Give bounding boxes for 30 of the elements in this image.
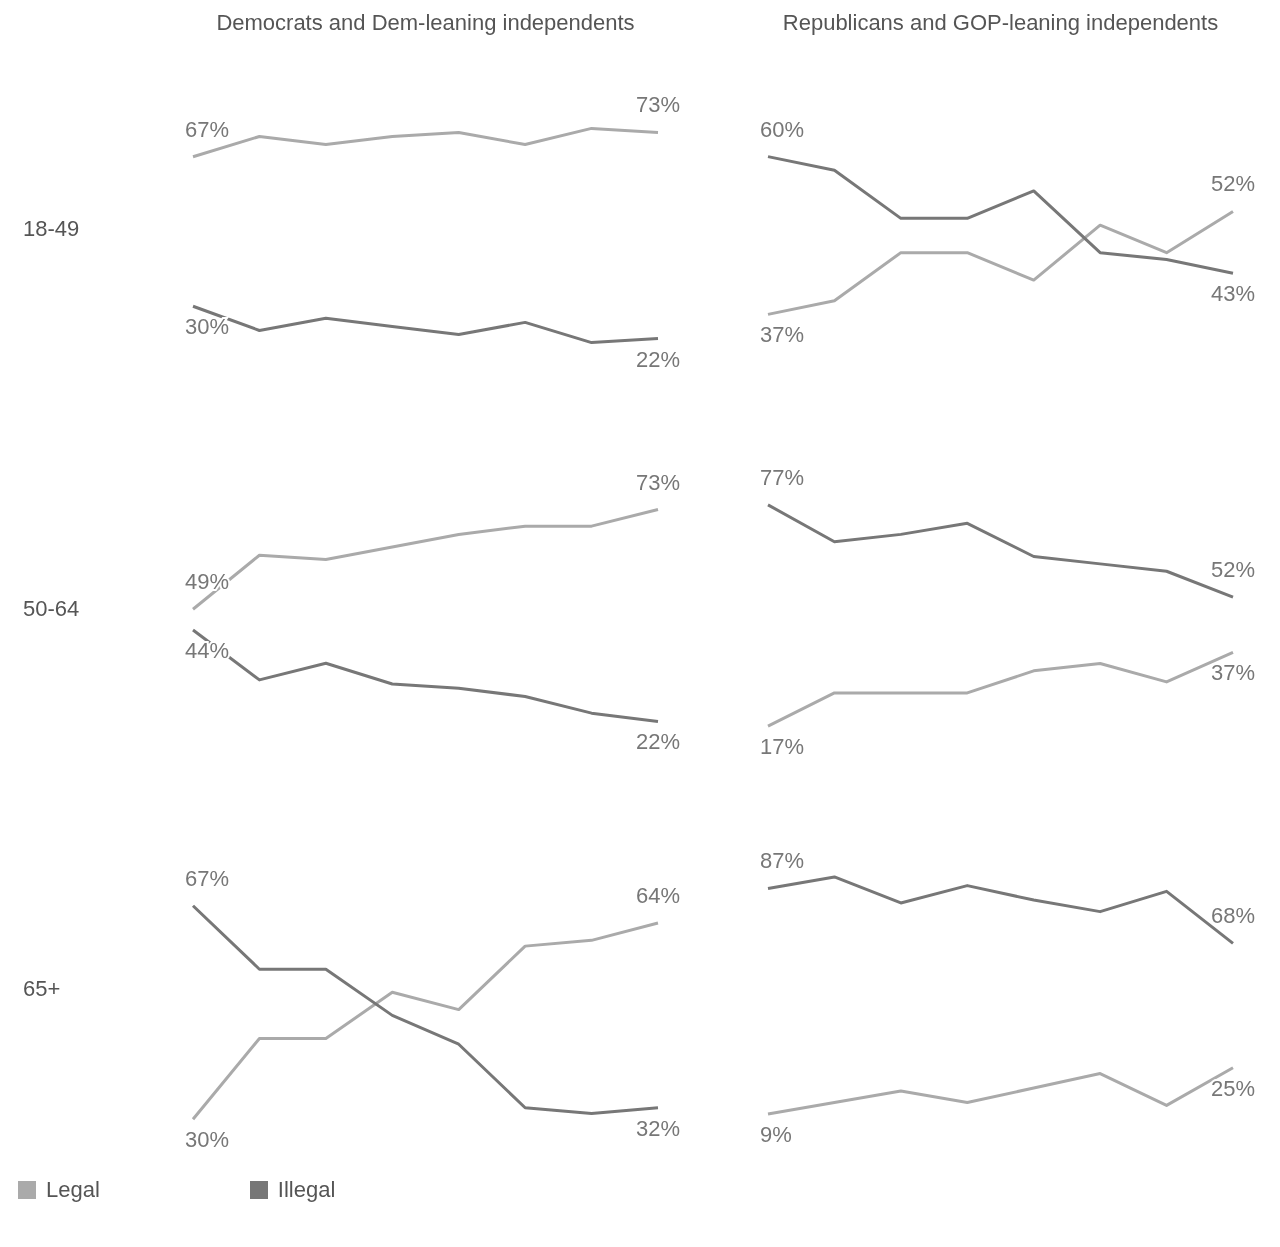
- y-axis-title: 65+: [23, 975, 61, 1002]
- data-label: 25%: [1210, 1075, 1256, 1101]
- data-label: 67%: [185, 116, 230, 142]
- data-label: 60%: [760, 116, 805, 142]
- data-label: 49%: [185, 569, 230, 595]
- data-label: 52%: [1210, 557, 1256, 583]
- data-label: 67%: [185, 865, 230, 891]
- data-label: 17%: [760, 734, 805, 760]
- data-label: 73%: [635, 92, 681, 118]
- data-label: 64%: [635, 883, 681, 909]
- data-label: 87%: [760, 848, 805, 874]
- data-label: 32%: [635, 1115, 681, 1141]
- legend-label: Legal: [45, 1177, 100, 1203]
- data-label: 73%: [635, 469, 681, 495]
- data-label: 22%: [635, 729, 681, 755]
- data-label: 22%: [635, 346, 681, 372]
- y-axis-title: 18-49: [23, 215, 80, 242]
- data-label: 52%: [1210, 171, 1256, 197]
- y-axis-title: 50-64: [23, 595, 80, 622]
- data-label: 30%: [185, 1127, 230, 1153]
- data-label: 77%: [760, 464, 805, 490]
- data-label: 68%: [1210, 903, 1256, 929]
- chart-title: Republicans and GOP-leaning independents: [781, 10, 1220, 36]
- data-label: 9%: [760, 1122, 792, 1148]
- chart-title: Democrats and Dem-leaning independents: [215, 10, 636, 36]
- data-label: 37%: [760, 322, 805, 348]
- legend-label: Illegal: [276, 1177, 336, 1203]
- data-label: 37%: [1210, 660, 1256, 686]
- data-label: 43%: [1210, 281, 1256, 307]
- data-label: 30%: [185, 314, 230, 340]
